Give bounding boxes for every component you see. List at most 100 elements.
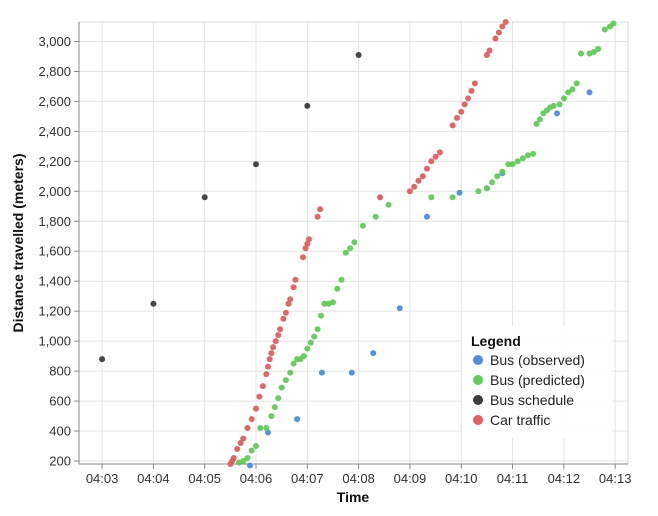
series-bus-predicted [235, 20, 617, 466]
data-point [424, 213, 430, 220]
data-point [396, 305, 403, 312]
data-point [268, 413, 275, 420]
data-point [458, 108, 465, 115]
data-point [268, 350, 275, 357]
data-point [330, 299, 336, 306]
data-point [234, 446, 241, 452]
data-point [306, 236, 312, 243]
data-point [287, 296, 294, 303]
data-point [257, 425, 264, 431]
data-point [266, 356, 273, 363]
data-point [494, 173, 501, 180]
y-tick-label: 2,600 [38, 94, 71, 109]
y-tick-label: 2,400 [38, 124, 71, 139]
data-point [307, 339, 314, 346]
y-tick-label: 400 [49, 424, 71, 439]
y-tick-label: 1,000 [38, 334, 71, 349]
data-point [502, 19, 509, 25]
data-points [99, 19, 617, 469]
y-tick-label: 1,400 [38, 274, 71, 289]
data-point [586, 89, 593, 96]
data-point [377, 194, 383, 201]
x-tick-label: 04:10 [445, 471, 478, 486]
data-point [285, 300, 292, 307]
data-point [292, 276, 299, 283]
data-point [265, 363, 271, 370]
data-point [237, 440, 244, 446]
data-point [454, 114, 460, 121]
data-point [461, 101, 468, 108]
data-point [560, 95, 567, 102]
data-point [483, 52, 490, 58]
y-tick-label: 2,000 [38, 184, 71, 199]
data-point [530, 150, 537, 157]
data-point [610, 20, 617, 27]
data-point [318, 369, 325, 376]
data-point [569, 86, 576, 93]
y-tick-label: 2,200 [38, 154, 71, 169]
data-point [385, 201, 392, 208]
data-point [489, 179, 495, 186]
data-point [428, 194, 435, 201]
data-point [415, 177, 422, 184]
data-point [300, 254, 306, 261]
data-point [314, 326, 321, 333]
data-point [256, 393, 263, 400]
data-point [449, 194, 456, 201]
y-tick-label: 800 [49, 364, 71, 379]
legend-swatch [473, 415, 483, 425]
legend-label: Bus (predicted) [490, 372, 585, 388]
data-point [247, 462, 253, 469]
data-point [311, 333, 318, 340]
data-point [290, 360, 297, 367]
data-point [471, 80, 478, 87]
data-point [348, 369, 355, 376]
data-point [314, 213, 321, 220]
data-point [595, 46, 602, 52]
legend-title: Legend [471, 333, 521, 349]
data-point [263, 371, 270, 378]
data-point [449, 122, 456, 129]
data-point [259, 383, 266, 390]
data-point [347, 245, 354, 252]
data-point [505, 161, 512, 168]
legend-swatch [473, 375, 483, 385]
x-axis-title: Time [337, 489, 370, 505]
legend-label: Car traffic [490, 412, 550, 428]
data-point [282, 377, 289, 384]
data-point [578, 50, 584, 57]
x-tick-label: 04:04 [137, 471, 170, 486]
x-axis: 04:03 04:04 04:05 04:06 04:07 04:08 04:09 04:10… [79, 463, 631, 486]
data-point [436, 149, 443, 156]
data-point [495, 29, 502, 36]
data-point [270, 344, 277, 351]
data-point [253, 443, 259, 449]
data-point [524, 152, 531, 159]
data-point [428, 158, 435, 165]
data-point [280, 315, 287, 322]
legend-label: Bus (observed) [490, 352, 585, 368]
data-point [424, 165, 430, 172]
x-tick-label: 04:09 [394, 471, 427, 486]
data-point [432, 153, 439, 160]
data-point [486, 47, 493, 54]
y-axis: 200 400 600 800 1,000 1,200 1,400 1,600 1,800 2,0… [38, 22, 80, 469]
data-point [287, 369, 294, 376]
data-point [265, 429, 271, 436]
data-point [483, 185, 490, 192]
data-point [275, 332, 282, 339]
y-axis-title: Distance travelled (meters) [10, 154, 26, 333]
x-tick-label: 04:06 [240, 471, 273, 486]
data-point [573, 80, 580, 87]
data-point [253, 161, 259, 168]
data-point [278, 384, 285, 391]
y-tick-label: 1,200 [38, 304, 71, 319]
data-point [244, 455, 251, 461]
data-point [300, 353, 307, 360]
data-point [499, 23, 506, 30]
data-point [304, 345, 311, 352]
data-point [248, 416, 255, 423]
data-point [499, 168, 506, 175]
data-point [468, 87, 475, 94]
data-point [321, 300, 328, 307]
